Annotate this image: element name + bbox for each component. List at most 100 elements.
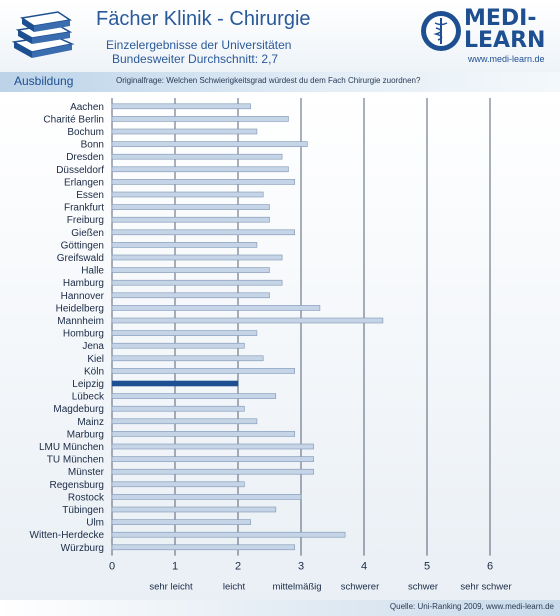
header: Fächer Klinik - Chirurgie Einzelergebnis… bbox=[0, 0, 560, 72]
bar-24 bbox=[111, 405, 245, 412]
scale-label-4: schwer bbox=[408, 582, 438, 593]
bar-6 bbox=[111, 179, 295, 185]
caduceus-globe-icon bbox=[421, 11, 461, 51]
category-label-9: Freiburg bbox=[67, 215, 104, 226]
category-label-17: Mannheim bbox=[57, 316, 104, 327]
bar-18 bbox=[111, 330, 258, 336]
category-label-0: Aachen bbox=[70, 102, 104, 113]
bar-25 bbox=[111, 418, 258, 425]
bar-31 bbox=[111, 494, 302, 500]
category-label-1: Charité Berlin bbox=[43, 114, 104, 125]
category-label-35: Würzburg bbox=[61, 543, 104, 554]
subtitle-line-1: Einzelergebnisse der Universitäten bbox=[106, 38, 292, 52]
page-title: Fächer Klinik - Chirurgie bbox=[96, 8, 311, 30]
bar-20 bbox=[111, 355, 264, 362]
bar-3 bbox=[111, 141, 308, 147]
logo-wordmark: MEDI- LEARN bbox=[464, 8, 545, 52]
tick-label-6: 6 bbox=[487, 561, 493, 573]
bar-13 bbox=[111, 267, 270, 273]
category-label-6: Erlangen bbox=[64, 177, 104, 188]
tick-label-5: 5 bbox=[424, 561, 430, 573]
scale-label-2: mittelmäßig bbox=[272, 582, 321, 593]
tick-label-3: 3 bbox=[298, 561, 304, 573]
chart-background bbox=[0, 92, 560, 602]
scale-label-5: sehr schwer bbox=[460, 582, 511, 593]
category-label-7: Essen bbox=[76, 190, 104, 201]
category-label-28: TU München bbox=[47, 455, 104, 466]
footer-band bbox=[0, 600, 560, 616]
bar-5 bbox=[111, 166, 289, 173]
bar-34 bbox=[111, 531, 346, 538]
tick-label-2: 2 bbox=[235, 561, 241, 573]
bar-33 bbox=[111, 519, 251, 525]
category-label-18: Homburg bbox=[63, 329, 104, 340]
source-note: Quelle: Uni-Ranking 2009, www.medi-learn… bbox=[389, 602, 554, 611]
bar-7 bbox=[111, 191, 264, 198]
books-icon bbox=[11, 11, 75, 58]
category-label-30: Regensburg bbox=[50, 480, 104, 491]
category-label-16: Heidelberg bbox=[56, 303, 104, 314]
category-label-10: Gießen bbox=[71, 228, 104, 239]
category-label-13: Halle bbox=[81, 266, 104, 277]
category-label-32: Tübingen bbox=[62, 505, 104, 516]
tick-label-1: 1 bbox=[172, 561, 178, 573]
category-label-21: Köln bbox=[84, 366, 104, 377]
category-label-11: Göttingen bbox=[61, 240, 104, 251]
scale-label-1: leicht bbox=[223, 582, 246, 593]
bar-11 bbox=[111, 242, 258, 248]
category-label-19: Jena bbox=[82, 341, 104, 352]
bar-15 bbox=[111, 292, 270, 299]
bar-10 bbox=[111, 229, 295, 236]
category-label-23: Lübeck bbox=[72, 392, 105, 403]
bar-16 bbox=[111, 305, 321, 311]
category-label-3: Bonn bbox=[81, 140, 104, 151]
scale-label-0: sehr leicht bbox=[149, 582, 193, 593]
subtitle-line-2: Bundesweiter Durchschnitt: 2,7 bbox=[112, 52, 279, 66]
bar-28 bbox=[111, 456, 314, 462]
bar-9 bbox=[111, 216, 270, 223]
medi-learn-logo[interactable]: MEDI- LEARN www.medi-learn.de bbox=[420, 8, 556, 66]
category-label-4: Dresden bbox=[66, 152, 104, 163]
tick-label-0: 0 bbox=[109, 561, 115, 573]
category-label-31: Rostock bbox=[68, 492, 105, 503]
category-label-25: Mainz bbox=[77, 417, 104, 428]
bar-27 bbox=[111, 443, 314, 450]
logo-line-1: MEDI- bbox=[464, 6, 537, 31]
scale-label-3: schwerer bbox=[341, 582, 380, 593]
bar-22 bbox=[111, 380, 239, 387]
bar-8 bbox=[111, 204, 270, 210]
category-label-24: Magdeburg bbox=[53, 404, 104, 415]
category-label-29: Münster bbox=[68, 467, 105, 478]
bar-26 bbox=[111, 431, 295, 437]
logo-line-2: LEARN bbox=[464, 28, 546, 53]
bar-4 bbox=[111, 153, 283, 160]
bar-35 bbox=[111, 544, 295, 551]
category-label-14: Hamburg bbox=[63, 278, 104, 289]
bar-14 bbox=[111, 279, 283, 286]
category-label-2: Bochum bbox=[67, 127, 104, 138]
bar-23 bbox=[111, 393, 277, 399]
tick-label-4: 4 bbox=[361, 561, 367, 573]
bar-17 bbox=[111, 317, 384, 324]
question-text: Originalfrage: Welchen Schwierigkeitsgra… bbox=[116, 76, 421, 85]
category-label-34: Witten-Herdecke bbox=[30, 530, 105, 541]
category-label-26: Marburg bbox=[67, 429, 104, 440]
category-label-5: Düsseldorf bbox=[56, 165, 104, 176]
bar-21 bbox=[111, 368, 295, 374]
section-band bbox=[0, 72, 560, 92]
section-label: Ausbildung bbox=[14, 74, 74, 88]
bar-30 bbox=[111, 481, 245, 488]
bar-12 bbox=[111, 254, 283, 261]
category-label-8: Frankfurt bbox=[64, 203, 104, 214]
category-label-27: LMU München bbox=[39, 442, 104, 453]
bar-29 bbox=[111, 468, 314, 475]
category-label-22: Leipzig bbox=[72, 379, 104, 390]
bar-2 bbox=[111, 128, 258, 135]
category-label-12: Greifswald bbox=[57, 253, 104, 264]
page-subtitle: Einzelergebnisse der Universitäten Bunde… bbox=[106, 38, 291, 66]
bar-1 bbox=[111, 116, 289, 122]
logo-url[interactable]: www.medi-learn.de bbox=[468, 54, 545, 64]
category-label-15: Hannover bbox=[61, 291, 105, 302]
